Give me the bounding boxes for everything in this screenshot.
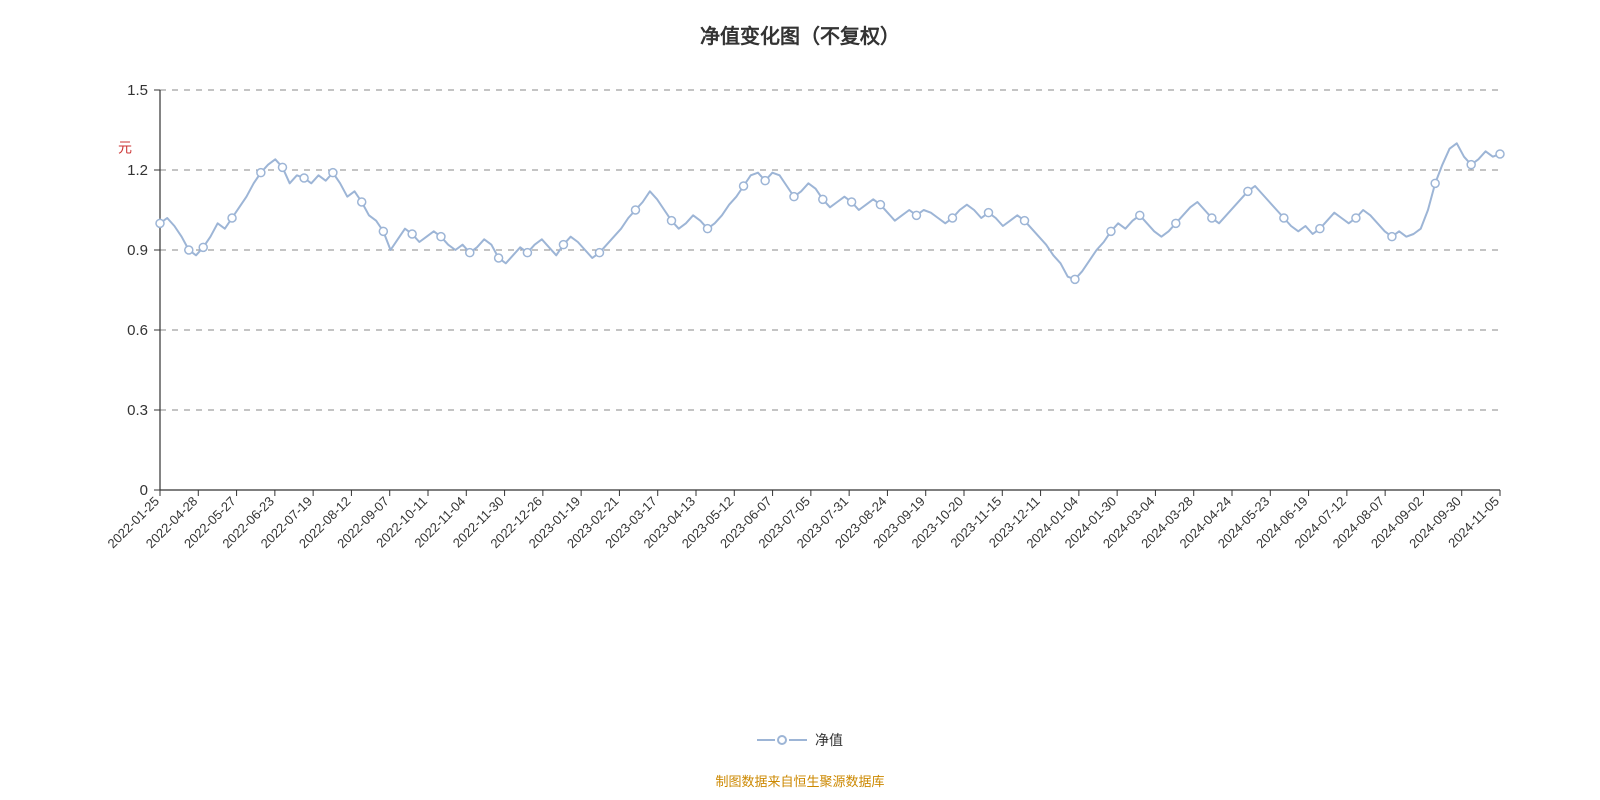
chart-title: 净值变化图（不复权） xyxy=(0,20,1600,49)
nav-line-marker xyxy=(559,241,567,249)
nav-line-marker xyxy=(199,243,207,251)
nav-line-marker xyxy=(1244,187,1252,195)
nav-line-marker xyxy=(1467,161,1475,169)
chart-footer-credit: 制图数据来自恒生聚源数据库 xyxy=(0,771,1600,790)
nav-line-marker xyxy=(1208,214,1216,222)
nav-line-marker xyxy=(437,233,445,241)
nav-line-marker xyxy=(1021,217,1029,225)
nav-line-marker xyxy=(704,225,712,233)
y-tick-label: 0.3 xyxy=(127,402,148,419)
nav-line-marker xyxy=(466,249,474,257)
nav-line-marker xyxy=(257,169,265,177)
nav-line-marker xyxy=(358,198,366,206)
nav-line-marker xyxy=(790,193,798,201)
nav-line-marker xyxy=(912,211,920,219)
chart-plot-area: 00.30.60.91.21.52022-01-252022-04-282022… xyxy=(160,90,1500,490)
nav-line-marker xyxy=(1388,233,1396,241)
nav-line-marker xyxy=(1352,214,1360,222)
nav-line-marker xyxy=(848,198,856,206)
y-axis-unit-label: 元 xyxy=(115,140,135,154)
nav-line-marker xyxy=(948,214,956,222)
nav-line-marker xyxy=(523,249,531,257)
y-tick-label: 0.9 xyxy=(127,242,148,259)
nav-line-marker xyxy=(1431,179,1439,187)
legend-line-icon xyxy=(757,733,807,747)
nav-line-marker xyxy=(984,209,992,217)
nav-line-marker xyxy=(1136,211,1144,219)
nav-line-marker xyxy=(595,249,603,257)
nav-line-marker xyxy=(1071,275,1079,283)
nav-line-marker xyxy=(278,163,286,171)
nav-chart: 净值变化图（不复权） 元 00.30.60.91.21.52022-01-252… xyxy=(0,0,1600,800)
nav-line-marker xyxy=(329,169,337,177)
nav-line-marker xyxy=(300,174,308,182)
nav-line-marker xyxy=(1496,150,1504,158)
nav-line-marker xyxy=(1107,227,1115,235)
nav-line-marker xyxy=(228,214,236,222)
nav-line-marker xyxy=(740,182,748,190)
nav-line-marker xyxy=(156,219,164,227)
y-tick-label: 1.5 xyxy=(127,82,148,99)
y-tick-label: 0.6 xyxy=(127,322,148,339)
nav-line-marker xyxy=(379,227,387,235)
nav-line-marker xyxy=(876,201,884,209)
nav-line-marker xyxy=(495,254,503,262)
legend-label: 净值 xyxy=(815,730,843,750)
nav-line-marker xyxy=(408,230,416,238)
nav-line-marker xyxy=(631,206,639,214)
nav-line-marker xyxy=(1316,225,1324,233)
chart-legend: 净值 xyxy=(0,730,1600,750)
y-tick-label: 0 xyxy=(140,482,148,499)
nav-line-series xyxy=(160,143,1500,279)
nav-line-marker xyxy=(668,217,676,225)
nav-line-marker xyxy=(819,195,827,203)
nav-line-marker xyxy=(761,177,769,185)
nav-line-marker xyxy=(1172,219,1180,227)
legend-marker-icon xyxy=(777,735,787,745)
nav-line-marker xyxy=(1280,214,1288,222)
y-tick-label: 1.2 xyxy=(127,162,148,179)
nav-line-marker xyxy=(185,246,193,254)
